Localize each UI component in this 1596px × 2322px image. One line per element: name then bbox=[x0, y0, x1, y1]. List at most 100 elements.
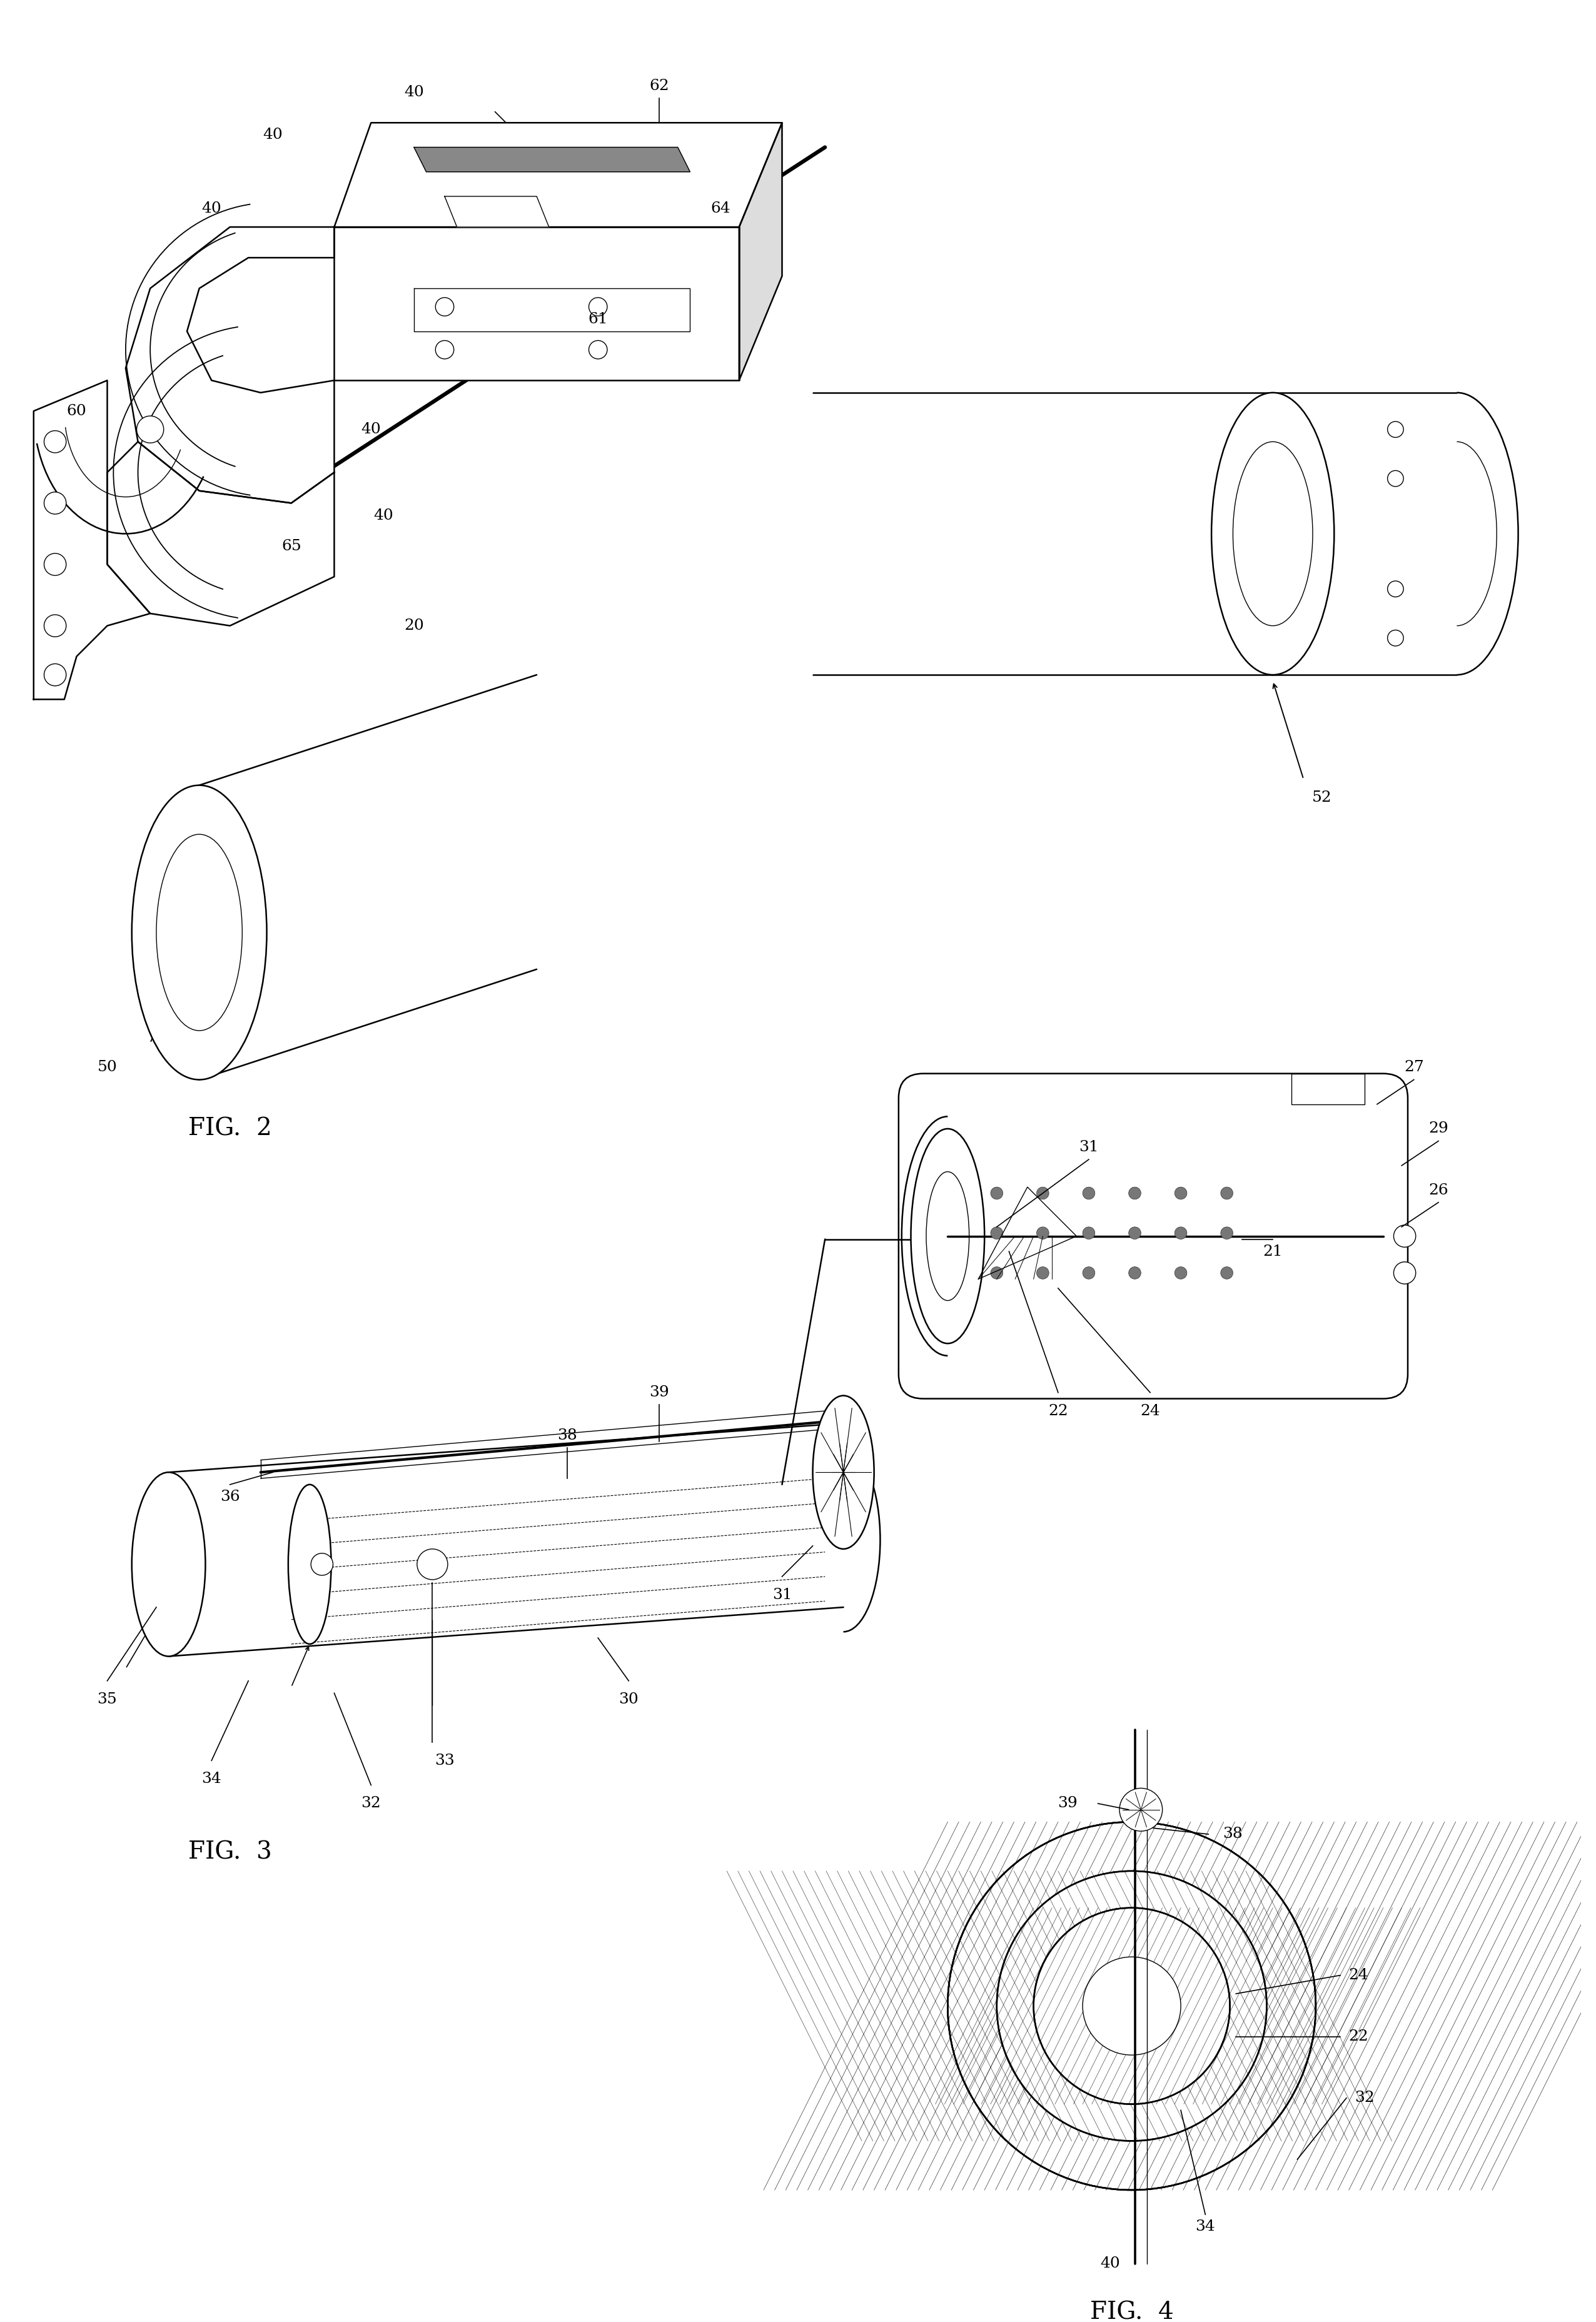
Text: 26: 26 bbox=[1428, 1182, 1449, 1198]
Circle shape bbox=[991, 1187, 1002, 1198]
Polygon shape bbox=[413, 146, 689, 172]
Ellipse shape bbox=[289, 1484, 330, 1644]
Ellipse shape bbox=[132, 1472, 206, 1656]
Polygon shape bbox=[34, 381, 150, 699]
Polygon shape bbox=[445, 197, 549, 228]
Circle shape bbox=[45, 553, 65, 576]
Circle shape bbox=[1082, 1957, 1181, 2055]
Text: 22: 22 bbox=[1049, 1405, 1068, 1419]
Circle shape bbox=[1221, 1187, 1234, 1198]
Ellipse shape bbox=[1211, 392, 1334, 676]
Circle shape bbox=[1128, 1268, 1141, 1279]
Text: 34: 34 bbox=[1195, 2220, 1215, 2234]
Text: 36: 36 bbox=[220, 1491, 239, 1505]
Ellipse shape bbox=[132, 785, 267, 1080]
Text: FIG.  2: FIG. 2 bbox=[188, 1117, 271, 1140]
Text: 62: 62 bbox=[650, 79, 669, 93]
Circle shape bbox=[137, 416, 164, 444]
Circle shape bbox=[1082, 1268, 1095, 1279]
Circle shape bbox=[45, 430, 65, 453]
FancyBboxPatch shape bbox=[899, 1073, 1408, 1398]
Polygon shape bbox=[739, 123, 782, 381]
Text: 61: 61 bbox=[587, 311, 608, 325]
Text: 39: 39 bbox=[1058, 1797, 1077, 1811]
Circle shape bbox=[998, 1872, 1267, 2141]
Text: 40: 40 bbox=[1100, 2257, 1120, 2271]
Text: 22: 22 bbox=[1349, 2029, 1369, 2043]
Polygon shape bbox=[413, 288, 689, 332]
Text: 32: 32 bbox=[1355, 2090, 1374, 2106]
Text: 50: 50 bbox=[97, 1061, 117, 1075]
Circle shape bbox=[1387, 423, 1403, 437]
Text: 33: 33 bbox=[434, 1753, 455, 1767]
Text: 40: 40 bbox=[201, 202, 222, 216]
Text: 29: 29 bbox=[1428, 1122, 1449, 1135]
Circle shape bbox=[1387, 580, 1403, 597]
Circle shape bbox=[436, 297, 453, 316]
Circle shape bbox=[45, 492, 65, 513]
Polygon shape bbox=[107, 441, 334, 625]
Text: 40: 40 bbox=[404, 86, 425, 100]
Text: 40: 40 bbox=[361, 423, 381, 437]
Text: 24: 24 bbox=[1349, 1969, 1369, 1983]
Text: 31: 31 bbox=[1079, 1140, 1098, 1154]
Circle shape bbox=[1175, 1268, 1187, 1279]
Text: 27: 27 bbox=[1404, 1061, 1424, 1075]
Text: FIG.  4: FIG. 4 bbox=[1090, 2301, 1173, 2322]
Text: 52: 52 bbox=[1312, 789, 1331, 806]
Circle shape bbox=[991, 1226, 1002, 1240]
Circle shape bbox=[589, 341, 606, 360]
Circle shape bbox=[417, 1549, 448, 1579]
Text: 34: 34 bbox=[201, 1772, 222, 1786]
Text: 31: 31 bbox=[772, 1588, 792, 1602]
Circle shape bbox=[1037, 1226, 1049, 1240]
Bar bbox=[1291, 1073, 1365, 1105]
Text: 40: 40 bbox=[373, 509, 393, 522]
Text: 30: 30 bbox=[619, 1693, 638, 1707]
Ellipse shape bbox=[911, 1128, 985, 1344]
Text: 21: 21 bbox=[1262, 1245, 1283, 1259]
Circle shape bbox=[1082, 1226, 1095, 1240]
Text: 64: 64 bbox=[710, 202, 731, 216]
Text: 32: 32 bbox=[361, 1797, 381, 1811]
Circle shape bbox=[436, 341, 453, 360]
Text: 38: 38 bbox=[557, 1428, 578, 1442]
Circle shape bbox=[1037, 1187, 1049, 1198]
Circle shape bbox=[45, 664, 65, 685]
Circle shape bbox=[1393, 1261, 1416, 1284]
Text: FIG.  3: FIG. 3 bbox=[188, 1841, 271, 1865]
Text: 24: 24 bbox=[1140, 1405, 1160, 1419]
Circle shape bbox=[1387, 471, 1403, 488]
Text: 35: 35 bbox=[97, 1693, 117, 1707]
Circle shape bbox=[991, 1268, 1002, 1279]
Text: 38: 38 bbox=[1223, 1827, 1243, 1841]
Circle shape bbox=[1387, 629, 1403, 646]
Circle shape bbox=[948, 1823, 1315, 2190]
Circle shape bbox=[1221, 1268, 1234, 1279]
Circle shape bbox=[1119, 1788, 1162, 1832]
Text: 65: 65 bbox=[281, 539, 302, 553]
Text: 20: 20 bbox=[404, 618, 425, 634]
Circle shape bbox=[1037, 1268, 1049, 1279]
Text: 40: 40 bbox=[263, 128, 282, 142]
Ellipse shape bbox=[1234, 441, 1312, 625]
Circle shape bbox=[311, 1553, 334, 1574]
Text: 60: 60 bbox=[67, 404, 86, 418]
Circle shape bbox=[1175, 1187, 1187, 1198]
Ellipse shape bbox=[156, 834, 243, 1031]
Circle shape bbox=[1128, 1187, 1141, 1198]
Polygon shape bbox=[334, 123, 782, 228]
Circle shape bbox=[589, 297, 606, 316]
Circle shape bbox=[1128, 1226, 1141, 1240]
Ellipse shape bbox=[812, 1396, 875, 1549]
Circle shape bbox=[1034, 1909, 1231, 2104]
Circle shape bbox=[1082, 1187, 1095, 1198]
Ellipse shape bbox=[926, 1173, 969, 1300]
Polygon shape bbox=[334, 228, 739, 381]
Circle shape bbox=[1175, 1226, 1187, 1240]
Circle shape bbox=[45, 615, 65, 636]
Circle shape bbox=[1393, 1226, 1416, 1247]
Polygon shape bbox=[126, 228, 334, 504]
Text: 39: 39 bbox=[650, 1386, 669, 1400]
Circle shape bbox=[1221, 1226, 1234, 1240]
